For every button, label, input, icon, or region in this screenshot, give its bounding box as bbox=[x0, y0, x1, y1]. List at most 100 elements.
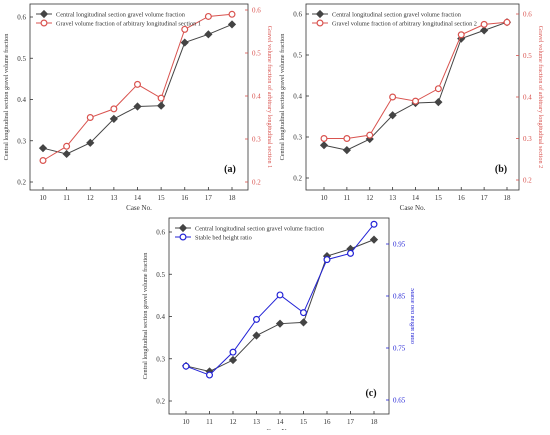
x-tick-label: 12 bbox=[87, 194, 95, 202]
data-point bbox=[110, 105, 118, 113]
legend-label: Gravel volume fraction of arbitrary long… bbox=[56, 20, 201, 27]
data-point bbox=[480, 26, 489, 35]
data-point bbox=[276, 291, 284, 299]
y-left-tick-label: 0.4 bbox=[293, 93, 302, 101]
data-point bbox=[252, 331, 261, 340]
y-left-tick-label: 0.4 bbox=[156, 313, 165, 321]
x-tick-label: 17 bbox=[347, 418, 355, 426]
data-point bbox=[252, 315, 260, 323]
legend-label: Stable bed height ratio bbox=[195, 234, 252, 241]
x-tick-label: 15 bbox=[435, 194, 443, 202]
y-right-axis-label: Stable bed height ratio bbox=[409, 288, 414, 344]
chart-panel-a: 0.2 0.3 0.4 0.5 0.6 0.2 0.3 0.4 0.5 0.6 10 11 12 13 14… bbox=[0, 0, 280, 218]
data-point bbox=[63, 142, 71, 150]
y-left-tick-label: 0.6 bbox=[17, 14, 26, 22]
data-point bbox=[434, 98, 443, 107]
plot-frame bbox=[305, 3, 520, 191]
y-left-tick-label: 0.6 bbox=[293, 11, 302, 19]
series-line bbox=[185, 239, 375, 372]
x-tick-label: 17 bbox=[481, 194, 489, 202]
y-left-tick-label: 0.2 bbox=[293, 175, 302, 183]
data-point bbox=[300, 309, 308, 317]
data-point bbox=[299, 318, 308, 327]
x-tick-label: 14 bbox=[134, 194, 142, 202]
legend-marker bbox=[316, 19, 324, 27]
x-axis-label: Case No. bbox=[126, 204, 152, 212]
data-point bbox=[369, 235, 379, 244]
data-point bbox=[228, 355, 238, 365]
x-tick-label: 16 bbox=[181, 194, 189, 202]
y-right-tick-label: 0.6 bbox=[523, 11, 532, 19]
y-right-tick-label: 0.4 bbox=[252, 93, 261, 101]
x-tick-label: 10 bbox=[40, 194, 48, 202]
data-point bbox=[39, 157, 47, 165]
y-right-axis-label: Gravel volume fraction of arbitrary long… bbox=[266, 26, 273, 168]
legend-label: Central longitudinal section gravel volu… bbox=[56, 11, 186, 18]
y-right-tick-label: 0.6 bbox=[252, 7, 261, 15]
data-point bbox=[319, 141, 329, 150]
legend-label: Central longitudinal section gravel volu… bbox=[332, 11, 462, 18]
legend-marker bbox=[179, 233, 187, 241]
y-left-tick-label: 0.2 bbox=[17, 179, 26, 187]
series-line bbox=[324, 21, 508, 139]
x-tick-label: 12 bbox=[366, 194, 374, 202]
chart-svg: 0.2 0.3 0.4 0.5 0.6 0.65 0.75 0.85 0.95 10 11 12 13 1… bbox=[142, 217, 416, 435]
data-point bbox=[86, 138, 95, 147]
y-right-tick-label: 0.5 bbox=[252, 50, 261, 58]
data-point bbox=[229, 348, 237, 356]
data-point bbox=[38, 144, 48, 153]
data-point bbox=[133, 102, 142, 111]
y-left-tick-label: 0.5 bbox=[17, 55, 26, 63]
y-right-tick-label: 0.4 bbox=[523, 94, 532, 102]
y-left-tick-label: 0.3 bbox=[17, 137, 26, 145]
series-line bbox=[185, 223, 375, 376]
y-left-axis-label: Central longitudinal section gravel volu… bbox=[142, 253, 149, 380]
data-point bbox=[180, 38, 189, 47]
chart-svg: 0.2 0.3 0.4 0.5 0.6 0.2 0.3 0.4 0.5 0.6 10 11 12 13 14… bbox=[279, 3, 544, 212]
x-tick-label: 14 bbox=[277, 418, 285, 426]
y-right-tick-label: 0.3 bbox=[523, 135, 532, 143]
plot-frame bbox=[168, 217, 390, 415]
panel-label: (b) bbox=[495, 164, 507, 175]
x-tick-label: 12 bbox=[230, 418, 238, 426]
y-right-tick-label: 0.2 bbox=[252, 179, 261, 187]
x-tick-label: 13 bbox=[110, 194, 118, 202]
x-tick-label: 15 bbox=[158, 194, 166, 202]
y-left-tick-label: 0.3 bbox=[293, 134, 302, 142]
x-axis-label: Case No. bbox=[400, 204, 426, 212]
x-tick-label: 14 bbox=[412, 194, 420, 202]
data-point bbox=[434, 85, 442, 93]
data-point bbox=[157, 94, 165, 102]
chart-panel-b: 0.2 0.3 0.4 0.5 0.6 0.2 0.3 0.4 0.5 0.6 10 11 12 13 14… bbox=[276, 0, 550, 218]
legend-marker bbox=[39, 9, 49, 19]
x-tick-label: 18 bbox=[504, 194, 512, 202]
x-tick-label: 10 bbox=[321, 194, 329, 202]
data-point bbox=[323, 256, 331, 264]
data-point bbox=[109, 114, 118, 123]
y-left-tick-label: 0.6 bbox=[156, 229, 165, 237]
series-line bbox=[42, 23, 233, 155]
y-left-axis-label: Central longitudinal section gravel volu… bbox=[279, 34, 286, 161]
data-point bbox=[320, 135, 328, 143]
legend-marker bbox=[315, 9, 325, 19]
x-tick-label: 17 bbox=[205, 194, 213, 202]
data-point bbox=[480, 20, 488, 28]
data-point bbox=[347, 249, 355, 257]
data-point bbox=[370, 220, 378, 228]
data-point bbox=[134, 80, 142, 88]
chart-svg: 0.2 0.3 0.4 0.5 0.6 0.2 0.3 0.4 0.5 0.6 10 11 12 13 14… bbox=[3, 3, 273, 212]
y-right-tick-label: 0.95 bbox=[393, 241, 406, 249]
y-left-tick-label: 0.3 bbox=[156, 355, 165, 363]
legend-marker bbox=[40, 19, 48, 27]
y-right-tick-label: 0.75 bbox=[393, 345, 406, 353]
y-right-axis-label: Gravel volume fraction of arbitrary long… bbox=[537, 26, 544, 168]
x-tick-label: 10 bbox=[183, 418, 191, 426]
legend-label: Central longitudinal section gravel volu… bbox=[195, 225, 325, 232]
y-right-tick-label: 0.2 bbox=[523, 177, 532, 185]
panel-label: (a) bbox=[224, 164, 236, 175]
y-right-tick-label: 0.3 bbox=[252, 136, 261, 144]
y-left-tick-label: 0.4 bbox=[17, 96, 26, 104]
y-left-tick-label: 0.2 bbox=[156, 398, 165, 406]
data-point bbox=[342, 146, 351, 155]
data-point bbox=[388, 111, 397, 120]
